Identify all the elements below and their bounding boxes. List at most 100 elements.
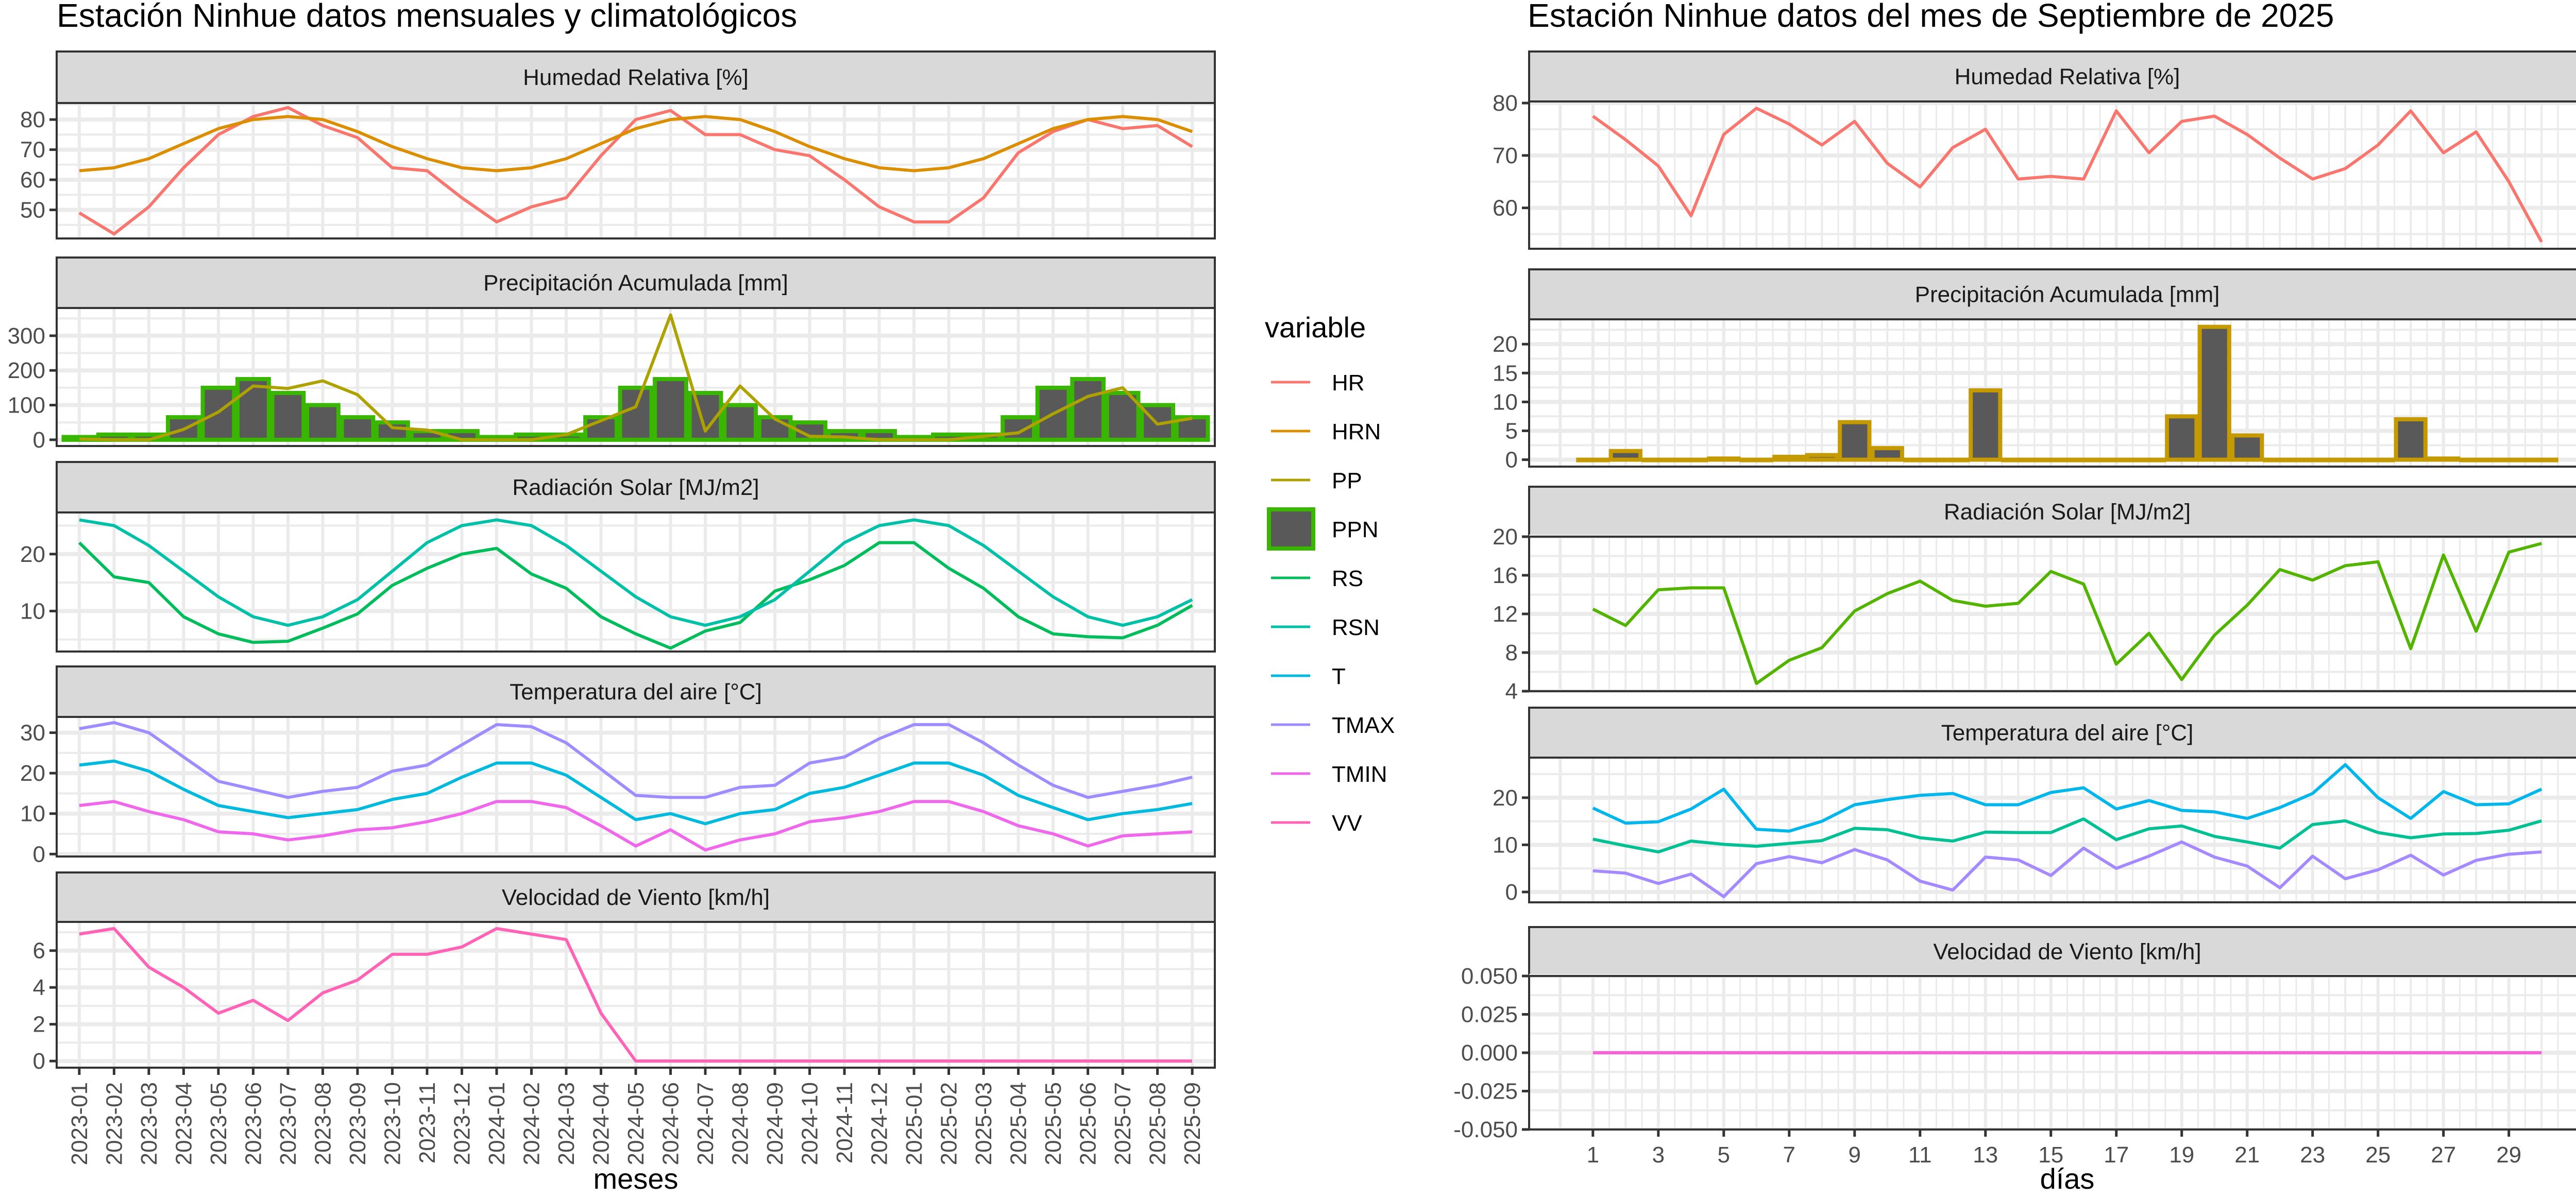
x-tick-label: 2023-04	[171, 1082, 196, 1165]
y-tick-label: 6	[33, 938, 45, 964]
x-tick-label: 2025-09	[1180, 1082, 1205, 1165]
x-tick-label: 2023-10	[380, 1082, 405, 1165]
x-tick-label: 2023-02	[101, 1082, 127, 1165]
legend-label-RSN: RSN	[1332, 615, 1380, 640]
x-tick-label: 2024-12	[867, 1082, 892, 1165]
y-tick-label: 4	[33, 975, 45, 1000]
panel-strip	[1528, 707, 2576, 759]
y-tick-label: 0	[33, 427, 45, 453]
series-line-TMIN	[1592, 840, 2542, 898]
x-tick-label: 2023-11	[415, 1082, 440, 1163]
series-line-HRN	[79, 115, 1193, 173]
bar-PPN	[1070, 377, 1106, 442]
chart-title: Estación Ninhue datos del mes de Septiem…	[1528, 0, 2334, 34]
bar-PPN	[653, 377, 688, 442]
panel-border	[56, 102, 1216, 239]
bar-PP	[2427, 456, 2461, 462]
x-tick-label: 2025-07	[1110, 1082, 1136, 1165]
legend-label-VV: VV	[1332, 811, 1362, 836]
panel-2: Radiación Solar [MJ/m2] 4 8 12 16 20	[1493, 486, 2576, 704]
x-tick-label: 2025-03	[971, 1082, 996, 1165]
panel-border	[1528, 318, 2576, 468]
y-tick-label: 0.000	[1461, 1040, 1518, 1066]
panel-1: Precipitación Acumulada [mm] 0 5 10 15 20	[1493, 268, 2576, 473]
strip-label: Precipitación Acumulada [mm]	[1915, 282, 2220, 307]
panel-3: Temperatura del aire [°C] 0 10 20 30	[20, 665, 1216, 867]
series-line-PP	[79, 313, 1193, 441]
x-tick-label: 2024-01	[484, 1082, 510, 1165]
x-tick-label: 2024-04	[588, 1082, 614, 1165]
bar-PPN	[375, 420, 410, 442]
panel-0: Humedad Relativa [%] 50 60 70 80	[20, 50, 1216, 239]
y-tick-label: -0.025	[1453, 1079, 1518, 1104]
panel-strip	[56, 256, 1216, 309]
legend-label-TMIN: TMIN	[1332, 762, 1387, 787]
x-tick-label: 2023-03	[137, 1082, 162, 1165]
y-tick-label: 2	[33, 1012, 45, 1037]
bar-PPN	[340, 415, 376, 442]
x-tick-label: 29	[2496, 1142, 2521, 1168]
panel-border	[1528, 975, 2576, 1131]
x-tick-label: 21	[2234, 1142, 2260, 1168]
legend-label-RS: RS	[1332, 566, 1363, 591]
y-tick-label: 80	[20, 107, 45, 132]
x-tick-label: 2024-06	[658, 1082, 684, 1165]
bar-PPN	[722, 403, 758, 442]
series-line-RS	[1592, 542, 2542, 685]
bar-PPN	[270, 390, 306, 442]
chart-monthly: Estación Ninhue datos mensuales y climat…	[8, 0, 1395, 1195]
legend-label-T: T	[1332, 664, 1346, 689]
y-tick-label: 200	[8, 358, 45, 383]
y-tick-label: -0.050	[1453, 1117, 1518, 1142]
x-tick-label: 2024-02	[519, 1082, 544, 1165]
strip-label: Radiación Solar [MJ/m2]	[512, 475, 759, 500]
x-tick-label: 2025-04	[1006, 1082, 1031, 1165]
x-tick-label: 2023-01	[67, 1082, 92, 1165]
x-tick-label: 13	[1973, 1142, 1998, 1168]
bar-PP	[1608, 449, 1642, 462]
panel-background	[1529, 758, 2576, 902]
bar-PP	[2165, 414, 2199, 462]
x-tick-label: 17	[2104, 1142, 2129, 1168]
series-line-T	[79, 759, 1193, 826]
bar-PP	[1870, 446, 1904, 462]
bar-PPN	[166, 415, 201, 442]
x-tick-label: 2024-03	[554, 1082, 579, 1165]
x-tick-label: 7	[1783, 1142, 1795, 1168]
panel-strip	[1528, 926, 2576, 977]
series-line-RS	[78, 541, 1193, 650]
panel-border	[1528, 100, 2576, 250]
y-tick-label: 20	[20, 761, 45, 786]
y-tick-label: 0.025	[1461, 1002, 1518, 1027]
strip-label: Humedad Relativa [%]	[1955, 64, 2180, 90]
bar-PPN	[200, 385, 236, 442]
legend-label-PP: PP	[1332, 468, 1362, 493]
panel-3: Temperatura del aire [°C] 0 10 20	[1493, 707, 2576, 905]
panel-strip	[1528, 486, 2576, 538]
bar-PP	[1707, 456, 1741, 462]
panel-strip	[56, 50, 1216, 104]
bar-PPN	[618, 385, 654, 442]
series-line-HR	[78, 106, 1193, 236]
x-tick-label: 2024-07	[693, 1082, 718, 1165]
bar-PP	[2197, 324, 2231, 462]
y-tick-label: 10	[20, 801, 45, 827]
x-tick-label: 2024-05	[623, 1082, 649, 1165]
y-tick-label: 12	[1493, 602, 1518, 627]
y-tick-label: 10	[20, 598, 45, 624]
x-tick-label: 2025-02	[937, 1082, 962, 1165]
y-tick-label: 0.050	[1461, 964, 1518, 989]
strip-label: Precipitación Acumulada [mm]	[483, 270, 788, 296]
x-tick-label: 2023-05	[206, 1082, 231, 1165]
series-line-TMAX	[79, 721, 1193, 799]
panel-1: Precipitación Acumulada [mm] 0 100 200 300	[8, 256, 1216, 453]
panel-strip	[56, 871, 1216, 923]
panel-4: Velocidad de Viento [km/h] -0.050 -0.025 0.…	[1453, 926, 2576, 1195]
chart-title: Estación Ninhue datos mensuales y climat…	[57, 0, 797, 34]
bar-PP	[1838, 420, 1872, 462]
y-tick-label: 70	[1493, 143, 1518, 168]
x-tick-label: 2023-12	[449, 1082, 474, 1165]
y-tick-label: 20	[1493, 524, 1518, 550]
strip-label: Radiación Solar [MJ/m2]	[1944, 500, 2191, 525]
